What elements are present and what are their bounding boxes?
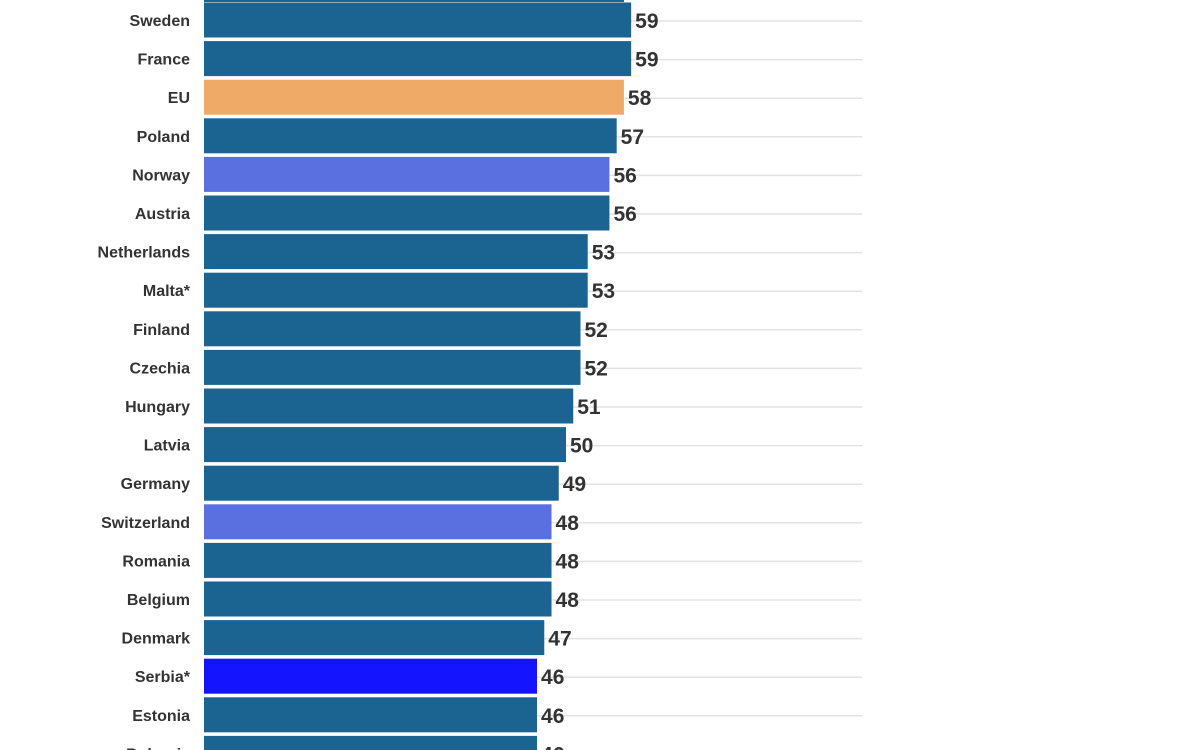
bar-romania bbox=[204, 542, 552, 578]
category-label: Finland bbox=[133, 322, 190, 339]
value-label: 49 bbox=[563, 473, 586, 496]
bar-czechia bbox=[204, 349, 581, 385]
value-label: 52 bbox=[584, 357, 607, 380]
bar-germany bbox=[204, 465, 559, 501]
value-label: 46 bbox=[541, 743, 564, 750]
cropped-bar-top bbox=[204, 0, 624, 2]
value-label: 46 bbox=[541, 666, 564, 689]
value-label: 53 bbox=[592, 280, 615, 303]
bar-estonia bbox=[204, 697, 538, 733]
bar-norway bbox=[204, 156, 610, 192]
category-label: Estonia bbox=[132, 708, 190, 725]
bar-latvia bbox=[204, 427, 566, 463]
bar-netherlands bbox=[204, 234, 588, 270]
category-label: Denmark bbox=[122, 631, 191, 648]
value-label: 59 bbox=[635, 10, 658, 33]
category-label: Sweden bbox=[130, 13, 190, 30]
value-label: 56 bbox=[613, 203, 636, 226]
bar-bulgaria bbox=[204, 735, 538, 750]
category-label: Bulgaria bbox=[126, 746, 190, 750]
bar-sweden bbox=[204, 2, 632, 38]
value-label: 56 bbox=[613, 164, 636, 187]
value-label: 59 bbox=[635, 49, 658, 72]
value-label: 48 bbox=[556, 589, 580, 612]
bar-serbia bbox=[204, 658, 538, 694]
category-label: EU bbox=[168, 90, 190, 107]
bar-france bbox=[204, 41, 632, 77]
category-label: Malta* bbox=[143, 283, 191, 300]
bar-eu bbox=[204, 79, 624, 115]
category-label: Poland bbox=[137, 129, 190, 146]
value-label: 50 bbox=[570, 435, 593, 458]
bar-hungary bbox=[204, 388, 574, 424]
bar-belgium bbox=[204, 581, 552, 617]
category-label: Austria bbox=[135, 206, 190, 223]
bar-switzerland bbox=[204, 504, 552, 540]
category-label: Latvia bbox=[144, 438, 190, 455]
bar-poland bbox=[204, 118, 617, 154]
category-label: France bbox=[138, 52, 191, 69]
value-label: 51 bbox=[577, 396, 601, 419]
bar-austria bbox=[204, 195, 610, 231]
value-label: 52 bbox=[584, 319, 607, 342]
value-label: 48 bbox=[556, 512, 580, 535]
bar-finland bbox=[204, 311, 581, 347]
category-label: Czechia bbox=[130, 360, 191, 377]
value-label: 57 bbox=[621, 126, 644, 149]
category-label: Serbia* bbox=[135, 669, 191, 686]
value-label: 46 bbox=[541, 705, 564, 728]
category-label: Germany bbox=[121, 476, 190, 493]
category-label: Netherlands bbox=[98, 245, 191, 262]
category-label: Romania bbox=[122, 553, 190, 570]
value-label: 58 bbox=[628, 87, 652, 110]
value-label: 48 bbox=[556, 550, 580, 573]
value-label: 53 bbox=[592, 242, 615, 265]
category-label: Norway bbox=[132, 167, 190, 184]
category-label: Hungary bbox=[125, 399, 190, 416]
category-label: Belgium bbox=[127, 592, 190, 609]
bar-denmark bbox=[204, 620, 545, 656]
value-label: 47 bbox=[548, 628, 571, 651]
bar-malta bbox=[204, 272, 588, 308]
category-label: Switzerland bbox=[101, 515, 190, 532]
